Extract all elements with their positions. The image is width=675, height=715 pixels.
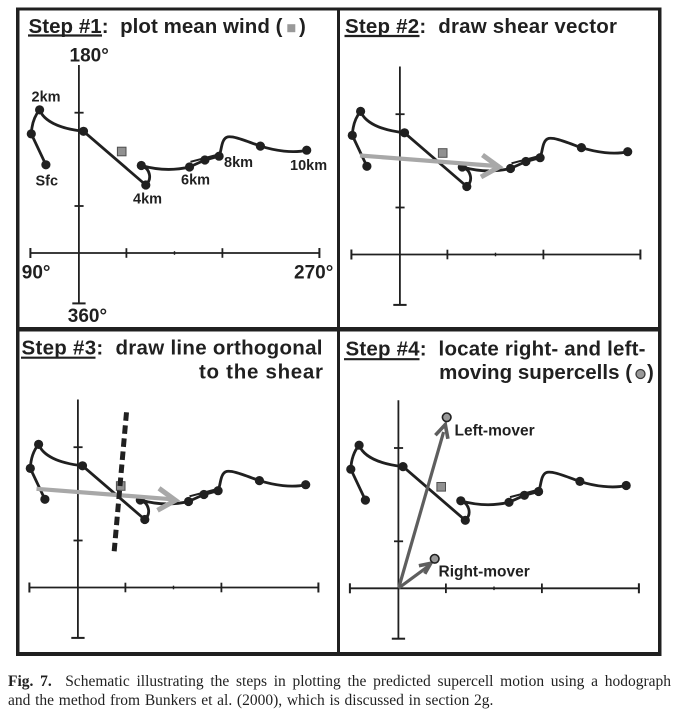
svg-text:Step #3: draw line orthogonal: Step #3: draw line orthogonal (22, 337, 323, 360)
svg-text:10km: 10km (290, 158, 327, 174)
svg-text:4km: 4km (133, 192, 162, 208)
svg-text:): ) (299, 15, 306, 38)
svg-text:8km: 8km (224, 155, 253, 171)
svg-text:Left-mover: Left-mover (455, 423, 535, 440)
svg-text:2km: 2km (32, 89, 61, 105)
svg-text:to the shear: to the shear (199, 361, 323, 384)
svg-text:90°: 90° (22, 263, 51, 284)
svg-text:Right-mover: Right-mover (439, 564, 530, 581)
svg-text:Step #4: locate right- and le: Step #4: locate right- and left- (346, 337, 646, 360)
svg-text:Sfc: Sfc (36, 174, 59, 190)
svg-text:180°: 180° (70, 46, 109, 67)
svg-text:360°: 360° (68, 306, 107, 327)
svg-text:moving supercells (: moving supercells ( (439, 361, 632, 384)
svg-text:Step #2: draw shear vector: Step #2: draw shear vector (345, 15, 617, 38)
svg-text:6km: 6km (181, 173, 210, 189)
svg-text:): ) (647, 361, 654, 384)
svg-text:270°: 270° (294, 263, 333, 284)
svg-text:Step #1: plot mean wind (: Step #1: plot mean wind ( (29, 15, 283, 38)
